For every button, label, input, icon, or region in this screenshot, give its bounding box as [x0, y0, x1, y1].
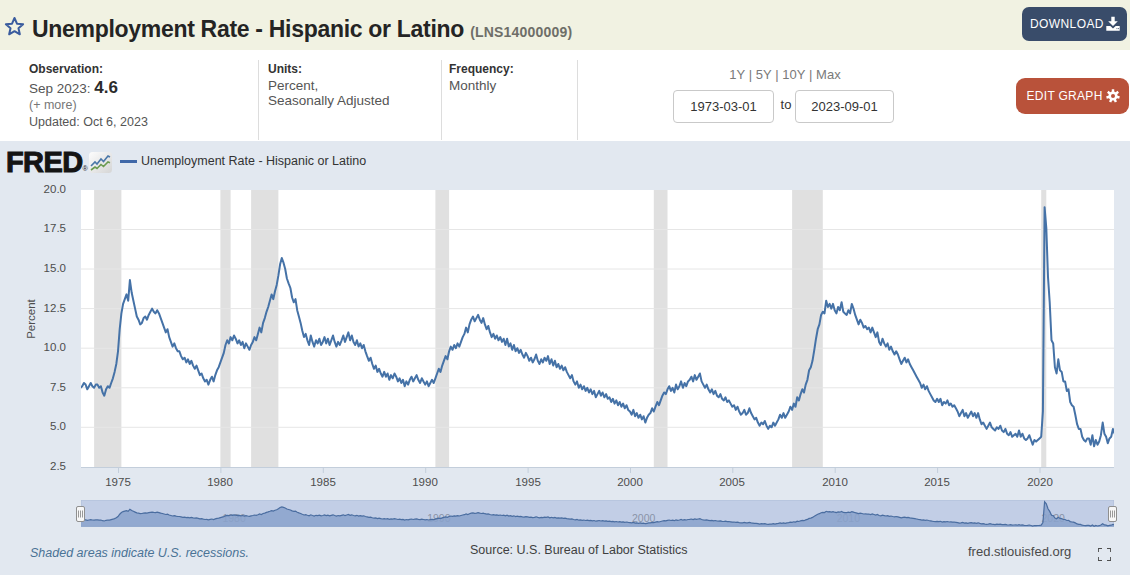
svg-text:2000: 2000 — [632, 512, 656, 524]
